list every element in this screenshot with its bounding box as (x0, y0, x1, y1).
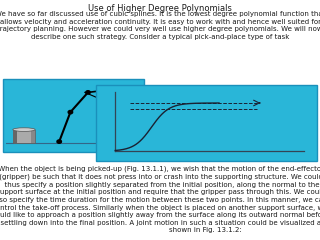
Circle shape (57, 140, 61, 143)
Circle shape (86, 91, 90, 94)
Bar (31, 130, 35, 143)
Text: When the object is being picked-up (Fig. 13.1.1), we wish that the motion of the: When the object is being picked-up (Fig.… (0, 166, 320, 233)
FancyBboxPatch shape (96, 85, 317, 161)
Bar (13, 130, 35, 143)
Circle shape (68, 110, 73, 114)
Ellipse shape (13, 128, 35, 132)
Text: Use of Higher Degree Polynomials: Use of Higher Degree Polynomials (88, 4, 232, 12)
Bar (13, 130, 17, 143)
FancyBboxPatch shape (3, 79, 144, 152)
Text: We have so far discussed use of cubic splines. It is the lowest degree polynomia: We have so far discussed use of cubic sp… (0, 11, 320, 40)
